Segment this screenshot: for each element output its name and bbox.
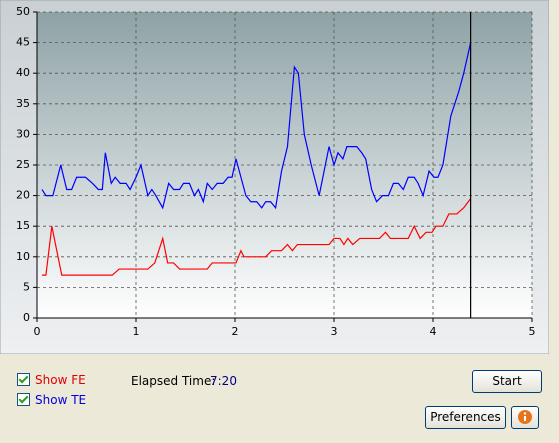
x-tick-label: 4: [430, 325, 437, 338]
x-tick-label: 3: [331, 325, 338, 338]
checkbox-label[interactable]: Show FE: [35, 373, 86, 387]
checkbox-label[interactable]: Show TE: [35, 393, 87, 407]
y-tick-label: 35: [16, 97, 30, 110]
info-button[interactable]: [511, 406, 539, 429]
y-tick-label: 50: [16, 5, 30, 18]
y-tick-label: 30: [16, 127, 30, 140]
elapsed-label: Elapsed Time:: [131, 374, 216, 388]
y-tick-label: 15: [16, 219, 30, 232]
y-tick-label: 0: [23, 311, 30, 324]
x-tick-label: 2: [232, 325, 239, 338]
y-tick-label: 45: [16, 36, 30, 49]
y-tick-label: 40: [16, 66, 30, 79]
start-button[interactable]: Start: [472, 370, 542, 393]
y-tick-label: 25: [16, 158, 30, 171]
y-tick-label: 20: [16, 189, 30, 202]
checkbox[interactable]: [17, 373, 30, 386]
series-line: [41, 198, 472, 276]
series-line: [41, 42, 472, 210]
x-tick-label: 5: [529, 325, 536, 338]
preferences-button[interactable]: Preferences: [425, 406, 506, 429]
y-tick-label: 10: [16, 250, 30, 263]
x-tick-label: 1: [133, 325, 140, 338]
checkbox[interactable]: [17, 393, 30, 406]
y-tick-label: 5: [23, 280, 30, 293]
x-tick-label: 0: [34, 325, 41, 338]
info-icon: [518, 410, 532, 424]
elapsed-value: 7:20: [210, 374, 237, 388]
